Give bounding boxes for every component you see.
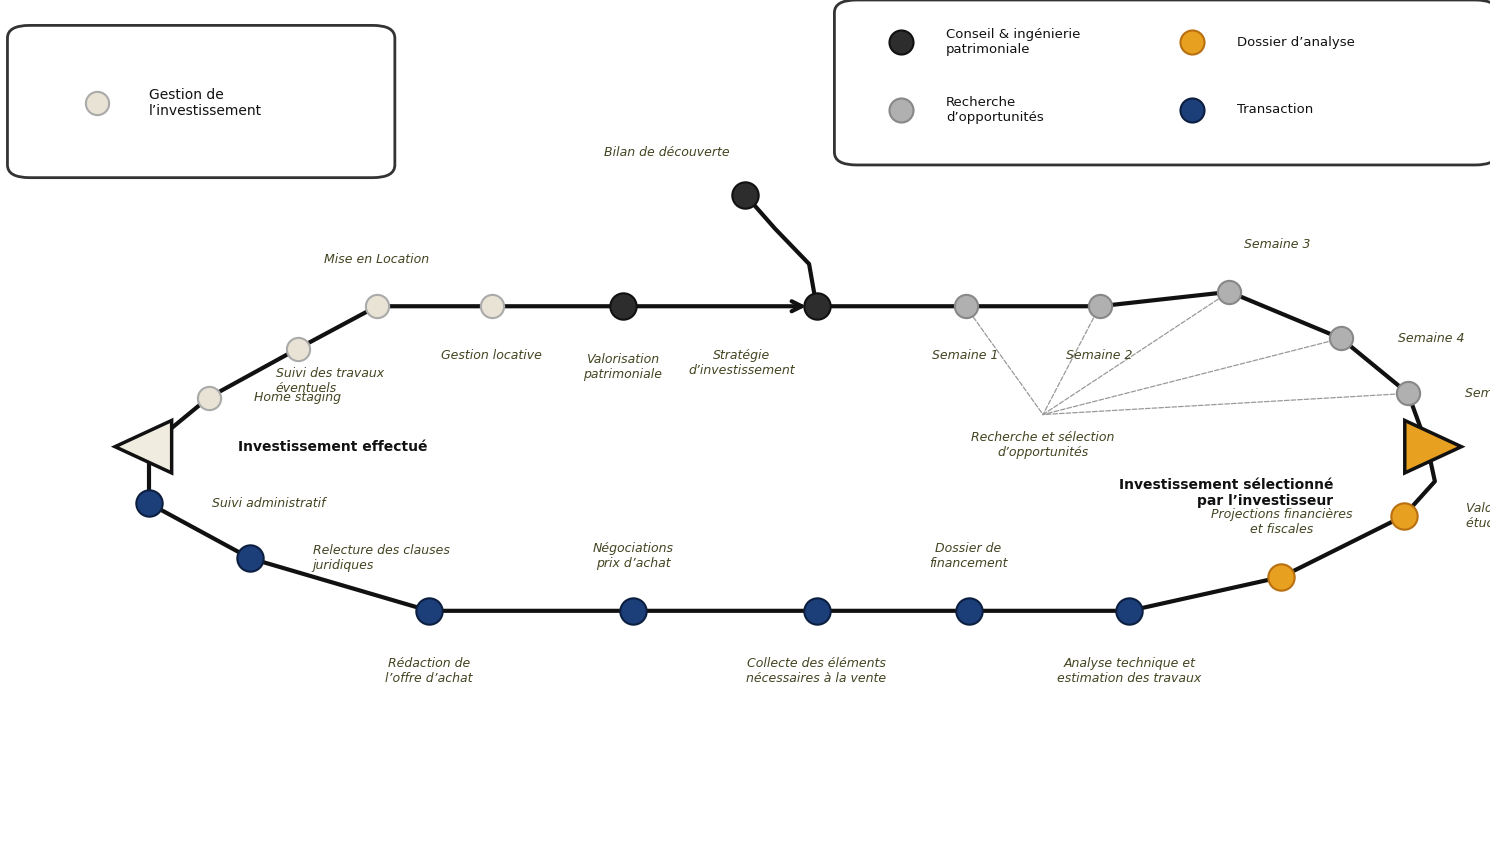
Point (733, 188, 757, 201)
Point (417, 604, 441, 618)
Polygon shape (115, 420, 171, 473)
Text: Semaine 2: Semaine 2 (1067, 349, 1132, 361)
Text: Mise en Location: Mise en Location (325, 253, 429, 266)
Text: Conseil & ingénierie
patrimoniale: Conseil & ingénierie patrimoniale (946, 28, 1080, 57)
Point (611, 299, 635, 313)
Point (365, 299, 389, 313)
Point (805, 604, 828, 618)
FancyBboxPatch shape (834, 0, 1490, 165)
Text: Semaine 3: Semaine 3 (1244, 239, 1311, 251)
Polygon shape (1405, 420, 1462, 473)
FancyBboxPatch shape (7, 25, 395, 178)
Text: Valorisation et
étude de marché: Valorisation et étude de marché (1466, 502, 1490, 530)
Text: Transaction: Transaction (1237, 103, 1313, 117)
Point (137, 497, 161, 510)
Text: Rédaction de
l’offre d’achat: Rédaction de l’offre d’achat (386, 657, 472, 685)
Point (1118, 604, 1141, 618)
Point (805, 299, 828, 313)
Point (197, 391, 221, 404)
Text: Suivi des travaux
éventuels: Suivi des travaux éventuels (276, 366, 384, 395)
Text: Dossier de
financement: Dossier de financement (930, 542, 1007, 570)
Text: Collecte des éléments
nécessaires à la vente: Collecte des éléments nécessaires à la v… (746, 657, 887, 685)
Point (621, 604, 645, 618)
Point (1392, 509, 1416, 523)
Text: Analyse technique et
estimation des travaux: Analyse technique et estimation des trav… (1058, 657, 1201, 685)
Text: Gestion de
l’investissement: Gestion de l’investissement (149, 88, 262, 118)
Point (480, 299, 504, 313)
Point (890, 36, 913, 49)
Text: Bilan de découverte: Bilan de découverte (605, 146, 730, 159)
Point (238, 552, 262, 565)
Text: Stratégie
d’investissement: Stratégie d’investissement (688, 349, 796, 376)
Text: Semaine 1: Semaine 1 (933, 349, 998, 361)
Text: Gestion locative: Gestion locative (441, 349, 542, 361)
Point (957, 604, 980, 618)
Text: Valorisation
patrimoniale: Valorisation patrimoniale (583, 353, 663, 381)
Point (1180, 36, 1204, 49)
Text: Dossier d’analyse: Dossier d’analyse (1237, 36, 1354, 49)
Text: Négociations
prix d’achat: Négociations prix d’achat (593, 542, 673, 570)
Point (1396, 387, 1420, 400)
Text: Semaine 4: Semaine 4 (1398, 332, 1465, 345)
Text: Recherche et sélection
d’opportunités: Recherche et sélection d’opportunités (971, 431, 1115, 459)
Point (1217, 285, 1241, 299)
Text: Suivi administratif: Suivi administratif (212, 497, 325, 510)
Point (890, 103, 913, 117)
Point (85, 96, 109, 110)
Point (1088, 299, 1112, 313)
Text: Semaine 5: Semaine 5 (1465, 387, 1490, 400)
Text: Investissement effectué: Investissement effectué (238, 440, 428, 453)
Text: Investissement sélectionné
par l’investisseur: Investissement sélectionné par l’investi… (1119, 478, 1334, 508)
Text: Home staging: Home staging (255, 391, 341, 404)
Point (286, 342, 310, 355)
Point (1329, 332, 1353, 345)
Text: Relecture des clauses
juridiques: Relecture des clauses juridiques (313, 544, 450, 573)
Text: Projections financières
et fiscales: Projections financières et fiscales (1211, 508, 1351, 536)
Text: Recherche
d’opportunités: Recherche d’opportunités (946, 96, 1044, 124)
Point (1180, 103, 1204, 117)
Point (954, 299, 977, 313)
Point (1269, 570, 1293, 584)
